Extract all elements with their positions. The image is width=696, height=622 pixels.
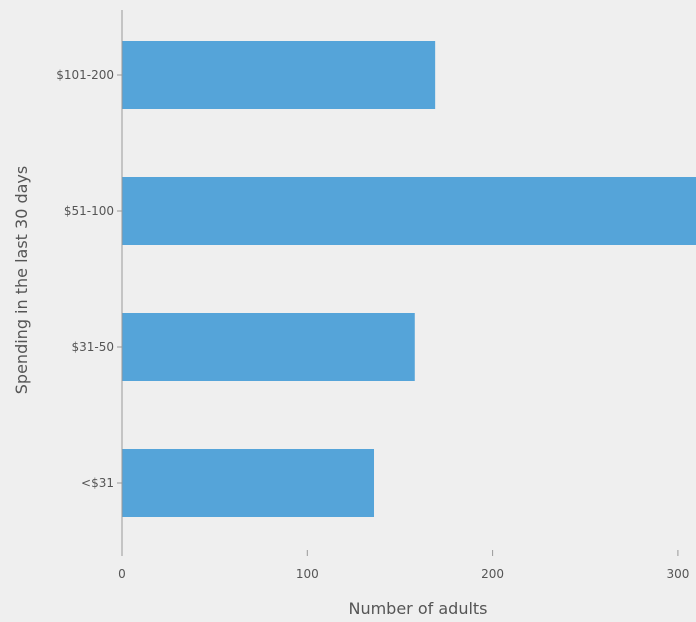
y-tick-label: $51-100 xyxy=(64,204,114,218)
x-tick-label: 200 xyxy=(481,567,504,581)
bar-2 xyxy=(122,313,415,381)
x-axis-title: Number of adults xyxy=(348,599,487,618)
bar-3 xyxy=(122,449,375,517)
y-tick-label: $101-200 xyxy=(56,68,114,82)
bar-0 xyxy=(122,41,436,109)
y-tick-layer: $101-200 $51-100 $31-50 <$31 xyxy=(56,68,122,490)
y-axis-title: Spending in the last 30 days xyxy=(12,166,31,394)
bars-layer xyxy=(122,41,696,517)
x-tick-label: 100 xyxy=(296,567,319,581)
y-tick-label: $31-50 xyxy=(71,340,114,354)
x-tick-label: 0 xyxy=(118,567,126,581)
x-tick-layer: 0 100 200 300 xyxy=(118,550,689,581)
bar-1 xyxy=(122,177,696,245)
y-tick-label: <$31 xyxy=(81,476,114,490)
x-tick-label: 300 xyxy=(666,567,689,581)
